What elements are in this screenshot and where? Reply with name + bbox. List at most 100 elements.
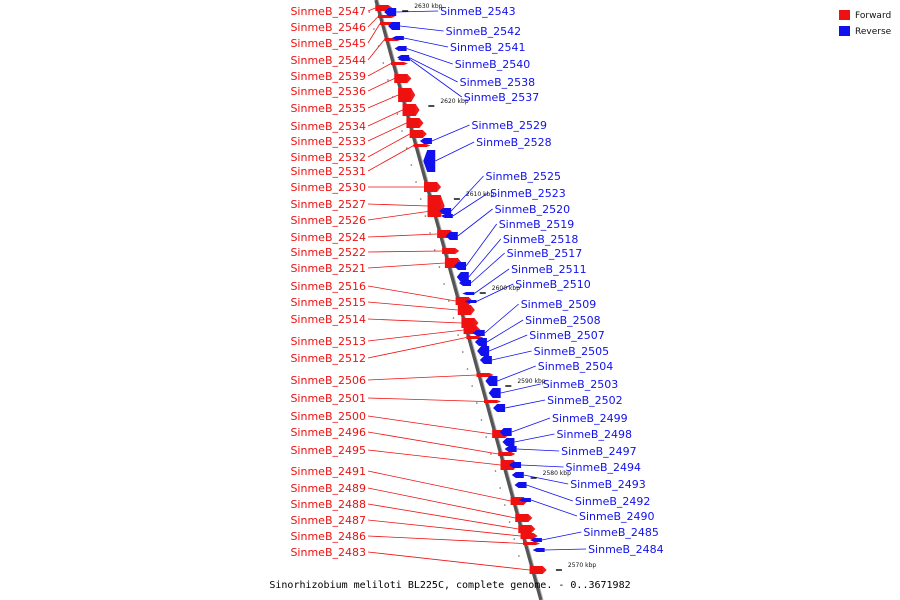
gene-arrow-reverse (477, 346, 490, 356)
label-connector (367, 431, 499, 455)
gene-arrow-reverse (502, 438, 515, 446)
label-connector (474, 268, 510, 294)
legend-reverse-swatch (839, 26, 850, 36)
gene-label-reverse: SinmeB_2507 (529, 329, 605, 342)
gene-arrow-forward (515, 514, 533, 522)
backbone-marker (499, 487, 502, 489)
gene-label-forward: SinmeB_2524 (290, 231, 366, 244)
label-connector (367, 318, 462, 324)
gene-label-reverse: SinmeB_2509 (521, 298, 597, 311)
gene-arrow-reverse (459, 280, 471, 286)
gene-label-reverse: SinmeB_2484 (588, 543, 664, 556)
gene-arrow-reverse (462, 292, 475, 295)
gene-labels: SinmeB_2547 SinmeB_2546 SinmeB_2545 SinmeB_… (290, 5, 663, 559)
label-connector (521, 464, 564, 468)
gene-label-forward: SinmeB_2535 (290, 102, 366, 115)
label-connector (367, 397, 485, 402)
backbone-marker (476, 402, 478, 404)
gene-label-reverse: SinmeB_2520 (495, 203, 571, 216)
gene-label-forward: SinmeB_2539 (290, 70, 366, 83)
scale-tick-label: 2590 kbp (517, 378, 545, 385)
scale-tick-label: 2620 kbp (440, 98, 468, 105)
gene-label-reverse: SinmeB_2523 (490, 187, 566, 200)
gene-label-reverse: SinmeB_2485 (583, 526, 659, 539)
gene-label-reverse: SinmeB_2494 (566, 461, 642, 474)
backbone-marker (494, 470, 497, 472)
label-connector (450, 175, 484, 212)
gene-label-reverse: SinmeB_2504 (538, 360, 614, 373)
label-connector (367, 551, 530, 571)
gene-label-forward: SinmeB_2487 (290, 514, 366, 527)
gene-arrow-reverse (394, 46, 407, 51)
backbone-marker (443, 283, 445, 285)
backbone-marker (382, 62, 385, 64)
scale-ticks: 2630 kbp 2620 kbp 2610 kbp 2600 kbp 2590 kbp… (368, 3, 596, 571)
gene-label-forward: SinmeB_2526 (290, 214, 366, 227)
gene-arrow-forward (442, 248, 460, 254)
gene-arrow-reverse (388, 22, 401, 30)
gene-label-forward: SinmeB_2500 (290, 410, 366, 423)
label-connector (516, 448, 560, 452)
gene-arrow-forward (518, 525, 536, 533)
gene-label-reverse: SinmeB_2492 (575, 495, 651, 508)
label-connector (457, 208, 493, 237)
backbone-marker (410, 164, 413, 166)
gene-arrow-reverse (397, 58, 410, 61)
gene-label-forward: SinmeB_2495 (290, 444, 366, 457)
backbone-marker (415, 181, 417, 183)
gene-arrow-reverse (439, 208, 452, 214)
legend-forward-label: Forward (855, 11, 891, 21)
gene-arrow-reverse (464, 300, 477, 303)
label-connector (530, 499, 578, 517)
gene-label-forward: SinmeB_2506 (290, 374, 366, 387)
gene-arrow-reverse (454, 262, 467, 270)
gene-arrow-reverse (514, 482, 527, 488)
label-connector (367, 145, 414, 172)
label-connector (409, 59, 463, 98)
gene-label-reverse: SinmeB_2499 (552, 412, 628, 425)
label-connector (367, 374, 477, 381)
label-connector (406, 48, 453, 65)
gene-arrow-forward (523, 542, 541, 545)
backbone-marker (466, 368, 469, 370)
scale-tick-label: 2580 kbp (543, 470, 571, 477)
backbone-marker (447, 300, 450, 302)
gene-arrow-reverse (472, 330, 485, 336)
label-connector (367, 262, 445, 269)
gene-arrow-reverse (391, 36, 404, 40)
gene-label-reverse: SinmeB_2537 (464, 91, 540, 104)
label-connector (367, 63, 392, 77)
gene-label-forward: SinmeB_2534 (290, 120, 366, 133)
backbone-marker (419, 198, 422, 200)
gene-arrow-forward (484, 400, 501, 403)
gene-arrow-reverse (511, 472, 524, 478)
gene-arrow-reverse (423, 150, 436, 172)
backbone-marker (462, 351, 464, 353)
backbone-marker (471, 385, 473, 387)
gene-label-forward: SinmeB_2545 (290, 37, 366, 50)
gene-arrow-reverse (456, 272, 469, 282)
gene-label-reverse: SinmeB_2518 (503, 233, 579, 246)
gene-label-reverse: SinmeB_2540 (455, 58, 531, 71)
label-connector (500, 383, 541, 394)
gene-label-forward: SinmeB_2531 (290, 165, 366, 178)
gene-arrow-reverse (474, 338, 487, 346)
label-connector (367, 487, 516, 519)
gene-arrow-forward (461, 318, 479, 328)
label-connector (497, 365, 536, 382)
label-connector (403, 37, 449, 48)
gene-arrow-forward (409, 130, 427, 138)
gene-label-reverse: SinmeB_2541 (450, 41, 526, 54)
gene-label-reverse: SinmeB_2519 (499, 218, 575, 231)
label-connector (367, 301, 458, 311)
gene-label-forward: SinmeB_2488 (290, 498, 366, 511)
gene-label-forward: SinmeB_2533 (290, 135, 366, 148)
label-connector (491, 350, 532, 361)
gene-arrow-forward (402, 104, 420, 116)
gene-label-forward: SinmeB_2515 (290, 296, 366, 309)
gene-arrow-forward (529, 566, 547, 574)
label-connector (367, 16, 379, 28)
gene-label-forward: SinmeB_2514 (290, 313, 366, 326)
gene-arrow-forward (476, 373, 494, 377)
